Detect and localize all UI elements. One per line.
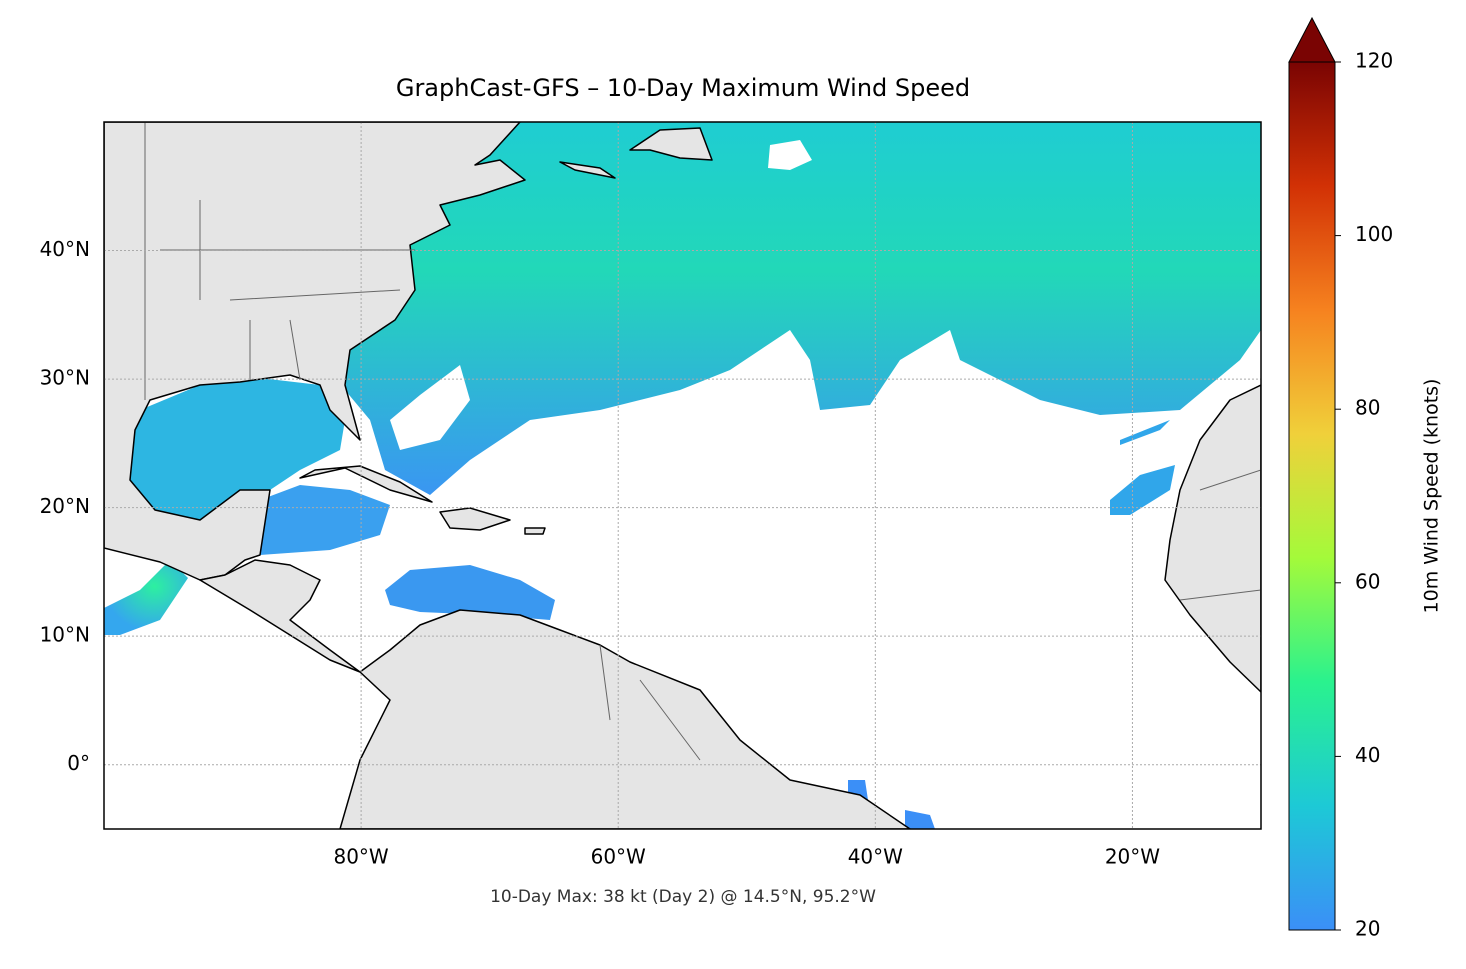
wind-field [385,565,555,620]
chart-title: GraphCast-GFS – 10-Day Maximum Wind Spee… [396,74,970,102]
land [1164,384,1261,693]
y-tick-label: 10°N [40,623,90,647]
colorbar-tick-label: 100 [1355,222,1393,246]
colorbar-extend [1288,16,1336,63]
wind-field [1110,400,1190,515]
x-tick-label: 60°W [591,845,646,869]
colorbar [1288,61,1336,931]
wind-field [390,365,470,450]
colorbar-label: 10m Wind Speed (knots) [1421,379,1443,614]
x-tick-label: 40°W [848,845,903,869]
wind-field [345,122,1261,495]
colorbar-tick-label: 40 [1355,743,1380,767]
land [559,127,713,179]
land [199,559,911,829]
colorbar-tick-label: 60 [1355,569,1380,593]
wind-field [260,485,390,555]
colorbar-tick-label: 20 [1355,917,1380,941]
x-tick-label: 80°W [333,845,388,869]
colorbar-tick-label: 120 [1355,49,1393,73]
wind-field [130,378,345,520]
map [104,122,1261,829]
y-tick-label: 40°N [40,237,90,261]
y-tick-label: 20°N [40,494,90,518]
border [144,122,1261,761]
colorbar-tick-label: 80 [1355,396,1380,420]
map-frame [103,121,1262,830]
y-tick-label: 30°N [40,366,90,390]
y-tick-label: 0° [67,751,90,775]
land [439,507,546,535]
wind-field [768,140,812,170]
land [104,122,526,581]
footnote: 10-Day Max: 38 kt (Day 2) @ 14.5°N, 95.2… [490,887,876,907]
wind-field [848,780,935,829]
wind-field [104,560,188,635]
x-tick-label: 20°W [1105,845,1160,869]
grid [104,122,1261,829]
land [299,465,433,503]
